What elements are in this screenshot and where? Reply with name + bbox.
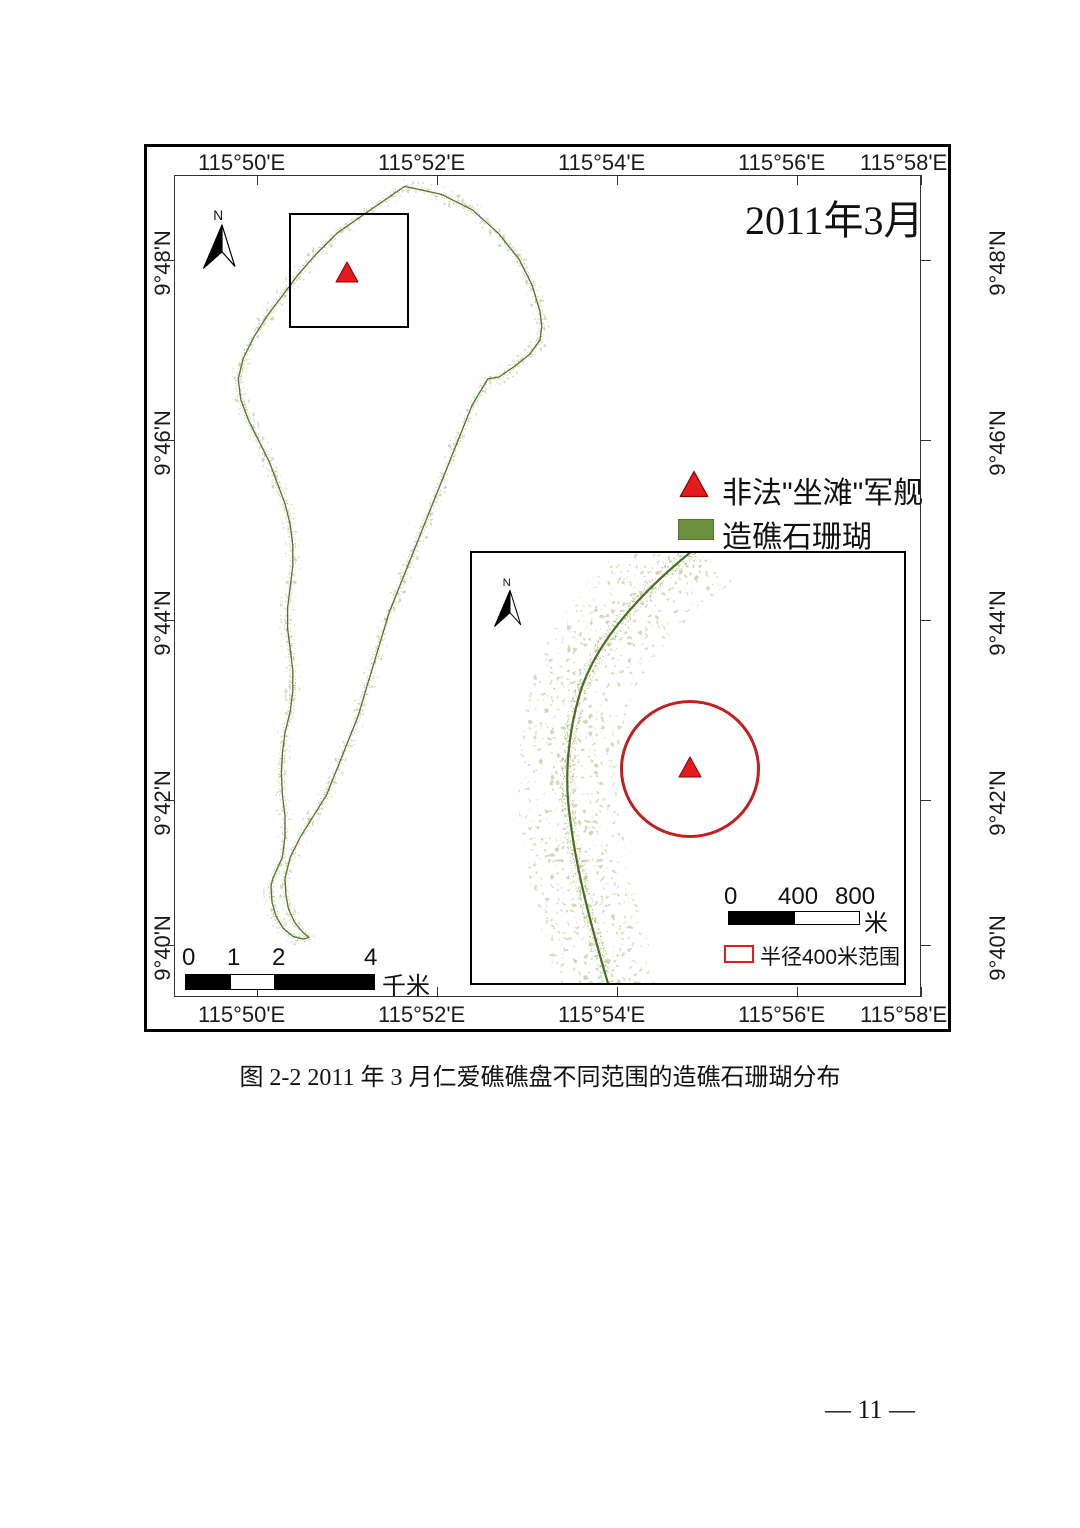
svg-text:N: N	[213, 208, 223, 223]
svg-text:N: N	[503, 577, 511, 589]
